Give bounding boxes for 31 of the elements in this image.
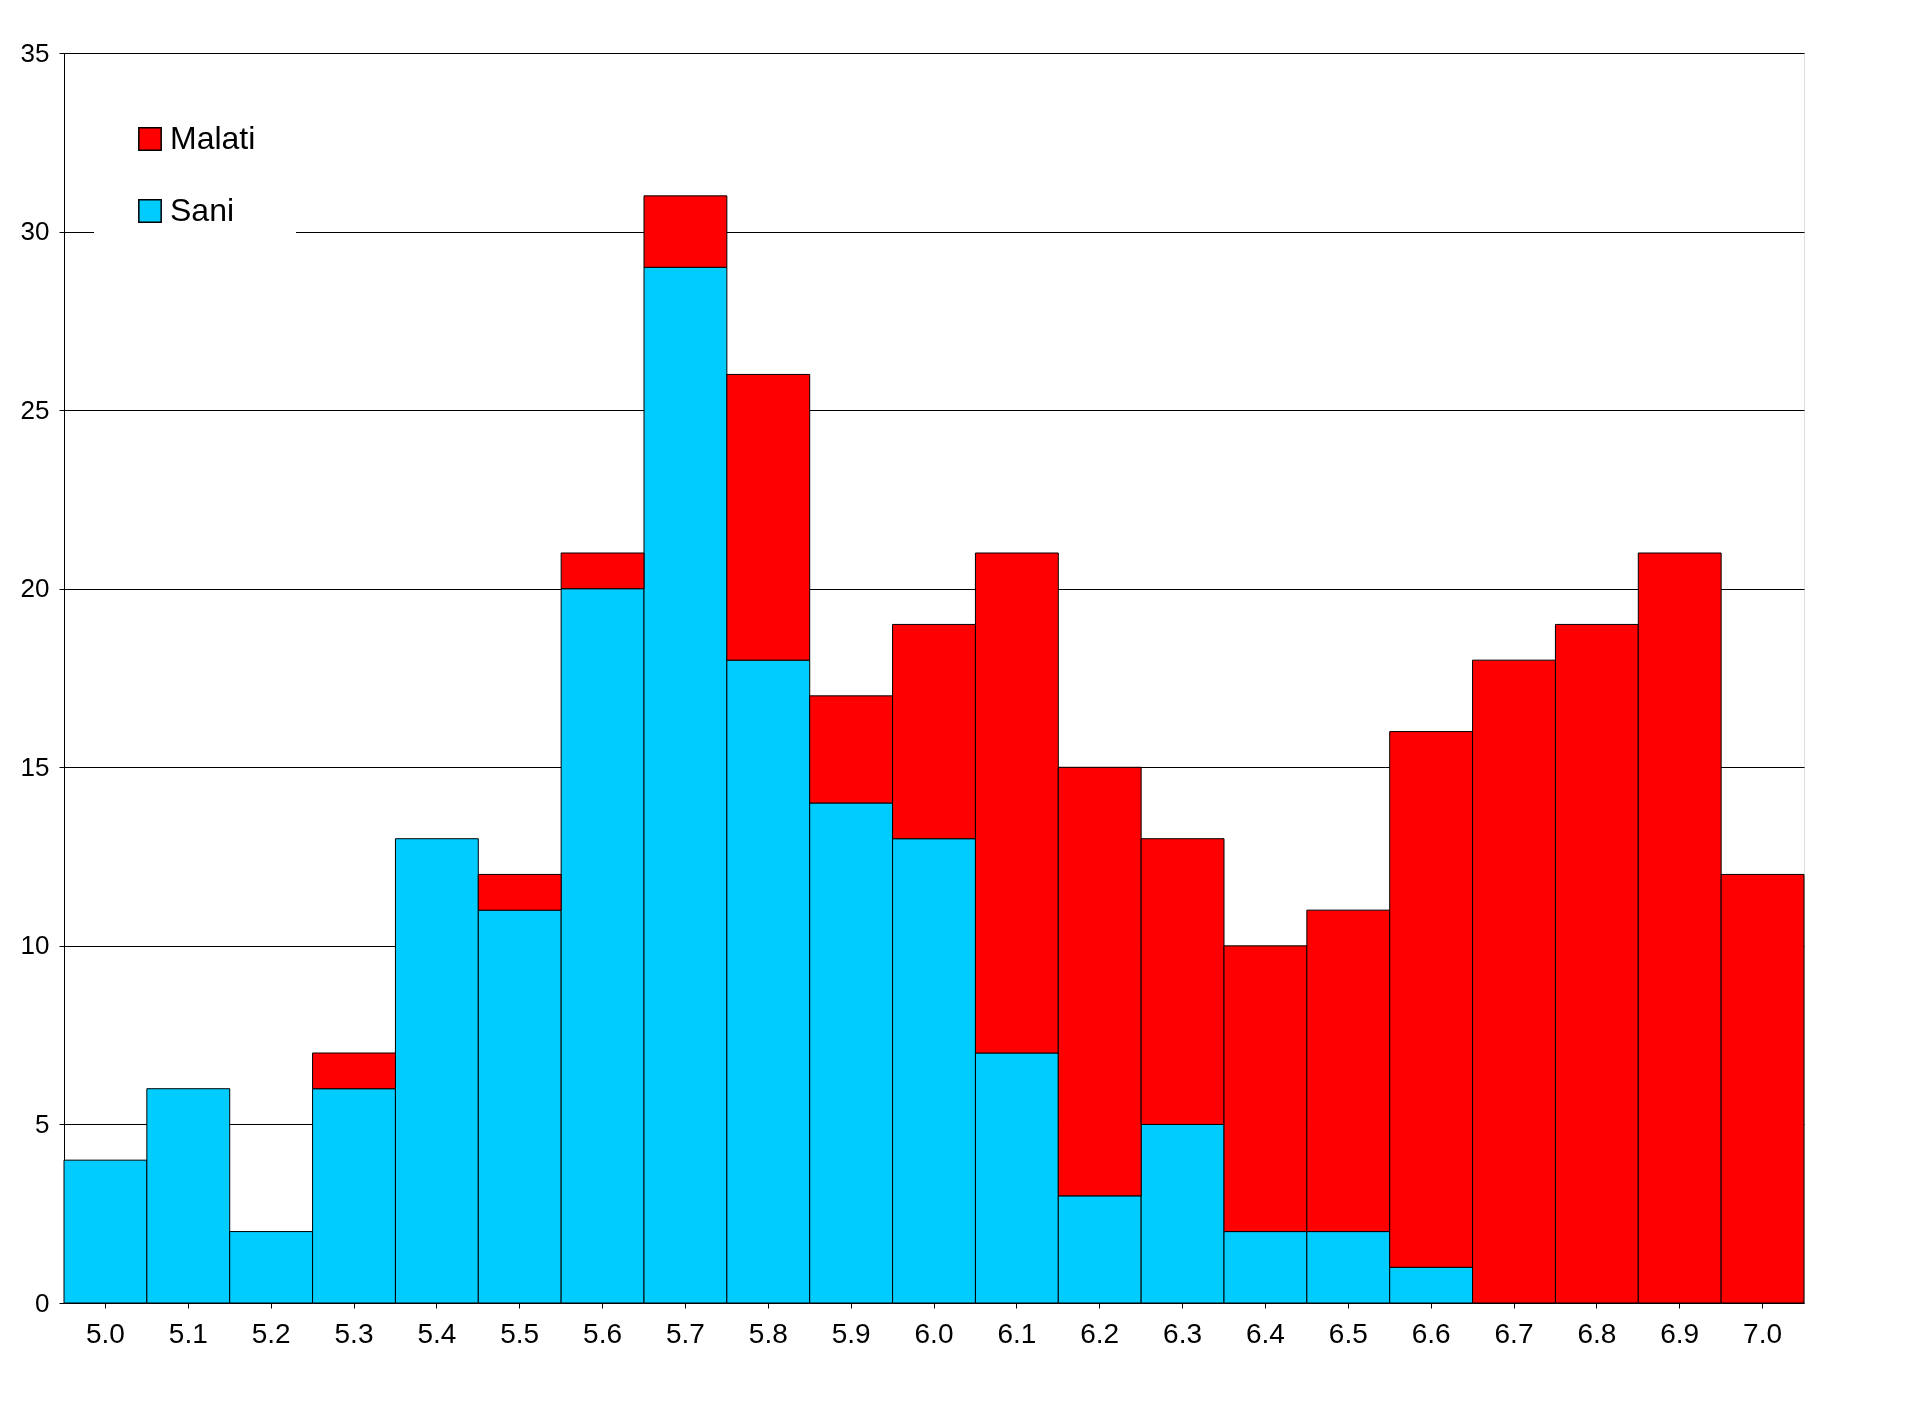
x-tick-label: 5.1 (168, 1317, 208, 1349)
x-tick-label: 5.7 (665, 1317, 705, 1349)
y-tick-label: 30 (20, 216, 50, 247)
x-tick-label: 5.2 (251, 1317, 291, 1349)
x-tick-label: 6.9 (1660, 1317, 1700, 1349)
legend-label: Sani (170, 192, 235, 228)
x-tick-label: 6.3 (1163, 1317, 1203, 1349)
y-tick-label: 5 (35, 1108, 50, 1139)
x-tick-label: 6.0 (914, 1317, 954, 1349)
y-tick-label: 20 (20, 573, 50, 604)
x-tick-label: 6.2 (1080, 1317, 1120, 1349)
x-tick-label: 5.9 (831, 1317, 871, 1349)
x-tick-label: 5.0 (85, 1317, 125, 1349)
y-tick-label: 35 (20, 37, 50, 68)
y-tick-label: 25 (20, 394, 50, 425)
x-tick-label: 6.8 (1577, 1317, 1617, 1349)
x-tick-label: 6.1 (997, 1317, 1037, 1349)
y-tick-label: 15 (20, 751, 50, 782)
x-tick-label: 6.5 (1328, 1317, 1368, 1349)
x-tick-label: 5.5 (500, 1317, 540, 1349)
x-tick-label: 5.8 (748, 1317, 788, 1349)
x-tick-label: 5.6 (583, 1317, 623, 1349)
x-tick-label: 5.3 (334, 1317, 374, 1349)
legend-label: Malati (170, 120, 256, 156)
x-tick-label: 6.6 (1411, 1317, 1451, 1349)
y-tick-label: 10 (20, 930, 50, 961)
y-tick-label: 0 (35, 1287, 50, 1318)
x-tick-label: 5.4 (417, 1317, 457, 1349)
x-tick-label: 6.4 (1245, 1317, 1285, 1349)
x-tick-label: 7.0 (1743, 1317, 1783, 1349)
x-tick-label: 6.7 (1494, 1317, 1534, 1349)
